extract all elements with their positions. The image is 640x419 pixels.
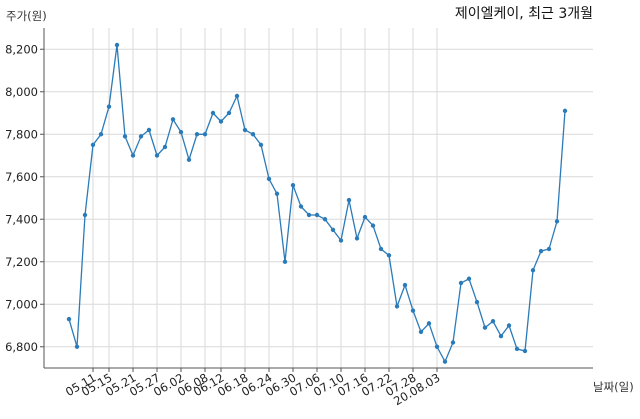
price-point (178, 129, 184, 135)
chart-title: 제이엘케이, 최근 3개월 (455, 6, 593, 22)
price-point (554, 219, 560, 224)
y-tick-label: 7,800 (5, 127, 38, 141)
price-point (506, 323, 512, 328)
price-point (66, 316, 72, 322)
y-tick-label: 7,000 (5, 297, 38, 311)
price-point (402, 282, 408, 288)
price-point (354, 236, 360, 241)
price-point (314, 212, 320, 218)
price-point (290, 183, 296, 188)
price-point (474, 299, 480, 305)
price-point (258, 142, 264, 148)
y-tick-label: 8,000 (5, 85, 38, 99)
price-point (458, 280, 464, 286)
price-point (466, 276, 472, 281)
price-point (298, 204, 304, 209)
price-point (538, 248, 544, 254)
x-axis: 05.1105.1505.2105.2706.0206.0806.1206.18… (44, 367, 593, 408)
price-point (418, 329, 424, 335)
price-point (378, 246, 384, 252)
price-point (482, 325, 488, 330)
price-point (450, 340, 456, 345)
price-point (322, 217, 328, 222)
price-point (98, 132, 104, 137)
price-point (202, 132, 208, 137)
price-point (410, 308, 416, 313)
price-point (338, 238, 344, 243)
price-point (186, 157, 192, 162)
price-point (138, 134, 144, 139)
price-point (242, 127, 248, 133)
price-point (522, 348, 528, 354)
y-tick-label: 7,400 (5, 212, 38, 226)
price-point (370, 223, 376, 228)
price-point (234, 93, 240, 99)
price-point (530, 268, 536, 273)
price-point (306, 212, 312, 218)
price-point (218, 119, 224, 124)
y-tick-label: 7,600 (5, 170, 38, 184)
price-point (346, 197, 352, 203)
price-point (562, 108, 568, 114)
price-point (386, 253, 392, 258)
price-point (426, 321, 432, 326)
price-point (514, 346, 520, 352)
price-point (498, 333, 504, 339)
price-point (114, 42, 120, 48)
price-point (274, 191, 280, 196)
price-point (490, 319, 496, 324)
price-point (394, 304, 400, 309)
price-point (226, 110, 232, 116)
price-point (250, 132, 256, 137)
price-series (66, 42, 568, 364)
y-tick-label: 6,800 (5, 340, 38, 354)
price-point (130, 153, 136, 158)
price-point (82, 212, 88, 218)
y-tick-label: 7,200 (5, 255, 38, 269)
price-point (90, 142, 96, 148)
price-point (154, 153, 160, 158)
y-axis: 6,800 7,000 7,200 7,400 7,600 7,800 8,000 8,200 (5, 28, 45, 368)
price-point (330, 227, 336, 233)
price-point (210, 110, 216, 116)
price-point (362, 214, 368, 220)
y-axis-label: 주가(원) (6, 9, 47, 23)
price-point (106, 104, 112, 109)
price-point (122, 134, 128, 139)
price-point (266, 176, 272, 182)
price-point (282, 259, 288, 264)
price-point (434, 344, 440, 349)
price-point (146, 127, 152, 133)
price-point (442, 359, 448, 364)
grid-lines (44, 28, 593, 368)
price-point (170, 117, 176, 122)
x-axis-label: 날짜(일) (593, 380, 634, 394)
price-point (546, 246, 552, 252)
price-point (74, 344, 80, 349)
y-tick-label: 8,200 (5, 42, 38, 56)
price-point (194, 132, 200, 137)
price-point (162, 144, 168, 150)
